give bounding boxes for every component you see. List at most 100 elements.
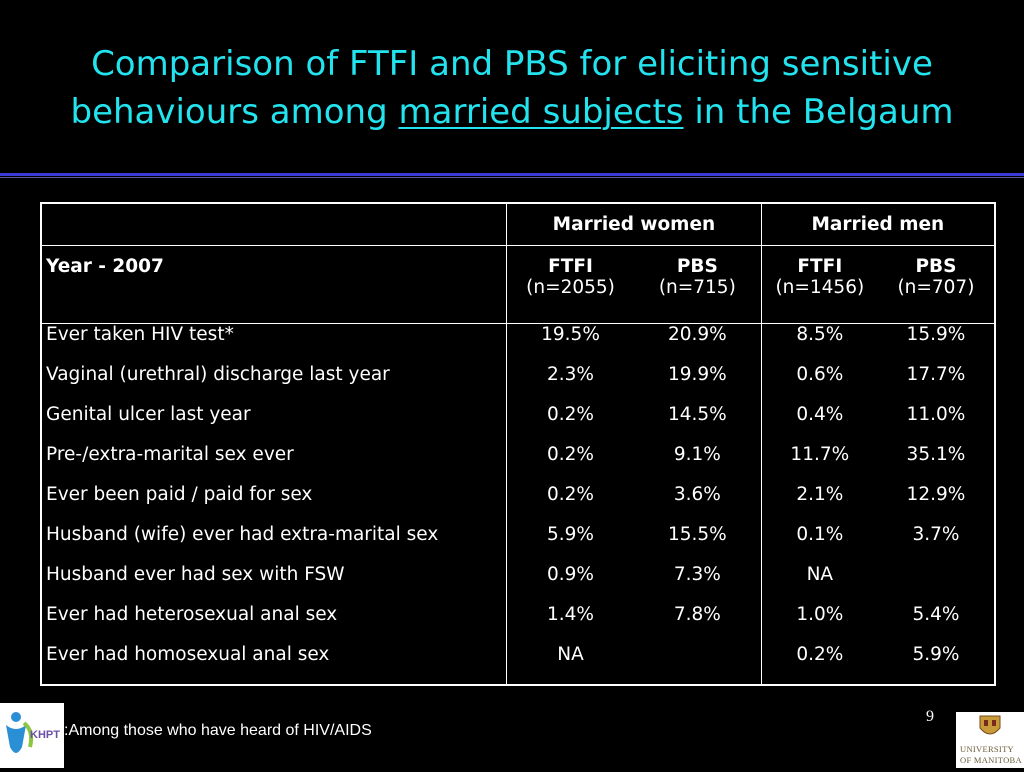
sub-header-men-pbs: PBS (n=707) (878, 256, 994, 298)
value-cell: 0.9% (547, 564, 595, 585)
university-crest-icon (979, 715, 1001, 735)
value-cell: 15.9% (906, 324, 966, 345)
group-header-married-men: Married men (760, 202, 996, 246)
value-cell: 35.1% (906, 444, 966, 465)
row-label: Ever had heterosexual anal sex (41, 604, 508, 644)
value-cell: 0.6% (796, 364, 844, 385)
footnote-text: Among those who have heard of HIV/AIDS (68, 722, 372, 739)
value-cell: 0.2% (796, 644, 844, 665)
value-cell: 11.0% (906, 404, 966, 425)
title-line-2: behaviours among married subjects in the… (0, 88, 1024, 136)
women-values-cell: 0.2% 3.6% (506, 484, 762, 524)
university-name-line-2: OF MANITOBA (960, 755, 1022, 765)
sub-header-row: Year - 2007 FTFI (n=2055) PBS (n=715) (40, 245, 996, 324)
men-values-cell: 1.0% 5.4% (761, 604, 996, 644)
value-cell: NA (806, 564, 834, 585)
row-label: Vaginal (urethral) discharge last year (41, 364, 508, 404)
value-cell: 5.9% (547, 524, 595, 545)
women-values-cell: NA (506, 644, 762, 685)
women-sub-headers: FTFI (n=2055) PBS (n=715) (506, 245, 762, 324)
value-cell: 17.7% (906, 364, 966, 385)
sub-header-method: FTFI (548, 256, 593, 277)
women-values-cell: 19.5% 20.9% (506, 323, 762, 364)
value-cell: 0.4% (796, 404, 844, 425)
khpt-logo: KHPT (0, 703, 64, 768)
value-cell: NA (557, 644, 584, 665)
value-cell: 5.9% (912, 644, 960, 665)
table-row: Husband (wife) ever had extra-marital se… (41, 524, 996, 564)
value-cell: 0.2% (547, 484, 595, 505)
sub-header-method: FTFI (797, 256, 843, 277)
women-values-cell: 0.2% 9.1% (506, 444, 762, 484)
men-values-cell: 0.6% 17.7% (761, 364, 996, 404)
group-header-row: Married women Married men (40, 202, 996, 246)
value-cell: 3.6% (673, 484, 721, 505)
table-row: Ever taken HIV test* 19.5% 20.9% 8.5% 15.9% (41, 323, 996, 364)
table-row: Genital ulcer last year 0.2% 14.5% 0.4% 11.0… (41, 404, 996, 444)
value-cell: 9.1% (673, 444, 721, 465)
group-header-married-women: Married women (506, 202, 762, 246)
title-line-2-post: in the Belgaum (694, 92, 954, 132)
table-row: Ever had heterosexual anal sex 1.4% 7.8% 1.… (41, 604, 996, 644)
row-label: Pre-/extra-marital sex ever (41, 444, 508, 484)
value-cell: 0.1% (796, 524, 844, 545)
sub-header-women-pbs: PBS (n=715) (634, 256, 761, 298)
men-values-cell: 2.1% 12.9% (761, 484, 996, 524)
value-cell (878, 564, 994, 585)
men-values-cell: 0.4% 11.0% (761, 404, 996, 444)
value-cell: 19.9% (667, 364, 727, 385)
title-line-1: Comparison of FTFI and PBS for eliciting… (91, 44, 933, 84)
men-values-cell: 0.1% 3.7% (761, 524, 996, 564)
table-row: Vaginal (urethral) discharge last year 2.… (41, 364, 996, 404)
row-label: Ever been paid / paid for sex (41, 484, 508, 524)
value-cell: 20.9% (667, 324, 727, 345)
empty-header-cell (40, 202, 508, 246)
value-cell: 3.7% (912, 524, 960, 545)
value-cell: 19.5% (541, 324, 600, 345)
women-values-cell: 1.4% 7.8% (506, 604, 762, 644)
value-cell: 2.1% (796, 484, 844, 505)
value-cell: 7.3% (673, 564, 721, 585)
title-divider-thin (0, 177, 1024, 178)
sub-header-n: (n=707) (897, 277, 975, 298)
title-divider (0, 173, 1024, 176)
sub-header-men-ftfi: FTFI (n=1456) (762, 256, 878, 298)
value-cell: 11.7% (790, 444, 850, 465)
men-values-cell: 11.7% 35.1% (761, 444, 996, 484)
value-cell: 1.4% (547, 604, 595, 625)
row-label: Husband ever had sex with FSW (41, 564, 508, 604)
men-values-cell: NA (761, 564, 996, 604)
row-label: Husband (wife) ever had extra-marital se… (41, 524, 508, 564)
table-row: Husband ever had sex with FSW 0.9% 7.3% NA (41, 564, 996, 604)
sub-header-n: (n=715) (658, 277, 736, 298)
khpt-figure-icon (6, 712, 34, 753)
value-cell (634, 644, 761, 665)
slide-title: Comparison of FTFI and PBS for eliciting… (0, 40, 1024, 136)
comparison-table: Married women Married men Year - 2007 FT… (40, 202, 996, 686)
women-values-cell: 0.2% 14.5% (506, 404, 762, 444)
men-sub-headers: FTFI (n=1456) PBS (n=707) (760, 245, 996, 324)
sub-header-method: PBS (676, 256, 718, 277)
value-cell: 0.2% (547, 444, 595, 465)
year-label: Year - 2007 (40, 245, 508, 324)
title-line-2-pre: behaviours among (70, 92, 388, 132)
sub-header-n: (n=1456) (775, 277, 865, 298)
value-cell: 15.5% (667, 524, 727, 545)
table-row: Ever had homosexual anal sex NA 0.2% 5.9% (41, 644, 996, 685)
men-values-cell: 8.5% 15.9% (761, 323, 996, 364)
university-name-line-1: UNIVERSITY (960, 744, 1014, 754)
title-underlined-phrase: married subjects (398, 92, 684, 132)
sub-header-method: PBS (915, 256, 957, 277)
value-cell: 5.4% (912, 604, 960, 625)
value-cell: 8.5% (796, 324, 844, 345)
women-values-cell: 0.9% 7.3% (506, 564, 762, 604)
footnote: :Among those who have heard of HIV/AIDS (64, 722, 372, 739)
table-row: Pre-/extra-marital sex ever 0.2% 9.1% 11.7%… (41, 444, 996, 484)
row-label: Ever had homosexual anal sex (41, 644, 508, 685)
value-cell: 7.8% (673, 604, 721, 625)
page-number: 9 (926, 708, 934, 725)
women-values-cell: 5.9% 15.5% (506, 524, 762, 564)
row-label: Ever taken HIV test* (41, 323, 508, 364)
value-cell: 14.5% (667, 404, 727, 425)
university-of-manitoba-logo: UNIVERSITY OF MANITOBA (956, 712, 1024, 768)
